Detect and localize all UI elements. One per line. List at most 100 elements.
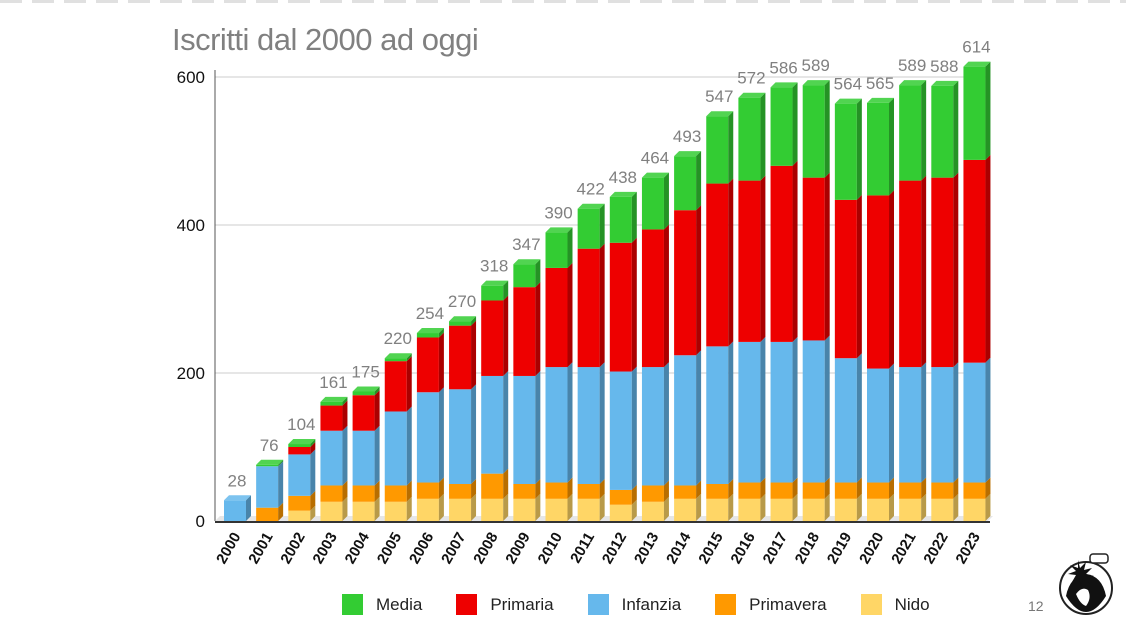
- bar-segment-primaria: [674, 210, 697, 356]
- bar-segment-side: [921, 493, 927, 521]
- bar-segment-side: [599, 479, 605, 499]
- x-tick-label: 2011: [567, 530, 598, 567]
- bar-stack-2019: [834, 98, 862, 521]
- bar-stack-2015: [706, 111, 734, 521]
- bar-segment-primavera: [352, 485, 375, 502]
- y-tick-label: 0: [196, 512, 205, 531]
- bar-top-cap: [513, 259, 541, 265]
- bar-segment-side: [471, 493, 477, 521]
- bar-segment-nido: [706, 498, 729, 521]
- bar-segment-side: [310, 449, 316, 496]
- bar-segment-media: [963, 66, 986, 160]
- bar-segment-media: [641, 177, 664, 230]
- bar-stack-2021: [899, 80, 927, 521]
- x-tick-label: 2008: [470, 530, 501, 567]
- bar-segment-side: [696, 480, 702, 499]
- bar-segment-side: [503, 468, 509, 499]
- bar-segment-side: [631, 191, 637, 243]
- bar-segment-side: [889, 363, 894, 483]
- bar-segment-side: [278, 502, 284, 521]
- legend-label: Media: [376, 594, 423, 614]
- y-tick-label: 600: [177, 68, 205, 87]
- bar-segment-nido: [416, 498, 439, 521]
- bar-segment-side: [631, 499, 637, 521]
- bar-segment-side: [760, 175, 766, 342]
- bar-segment-infanzia: [224, 500, 246, 521]
- bar-segment-primaria: [963, 159, 986, 363]
- bar-segment-infanzia: [545, 367, 568, 483]
- bar-segment-infanzia: [449, 389, 472, 484]
- bar-segment-media: [577, 208, 600, 249]
- bar-segment-side: [438, 332, 444, 393]
- bar-segment-side: [824, 335, 830, 483]
- bar-segment-side: [728, 111, 734, 184]
- legend-item-infanzia: Infanzia: [587, 594, 682, 615]
- bar-segment-side: [503, 493, 509, 521]
- x-tick-label: 2000: [213, 530, 244, 567]
- bar-segment-side: [342, 480, 348, 502]
- bar-total-label: 547: [705, 87, 733, 106]
- bar-segment-primavera: [513, 484, 536, 499]
- bar-stack-2018: [802, 80, 830, 521]
- x-tick-label: 2019: [824, 530, 855, 567]
- bar-segment-media: [320, 401, 343, 406]
- bar-total-label: 586: [769, 58, 797, 77]
- bar-segment-nido: [867, 498, 889, 521]
- bar-segment-primavera: [481, 473, 504, 499]
- x-tick-label: 2013: [631, 530, 662, 567]
- bar-segment-side: [792, 493, 798, 521]
- bar-segment-side: [856, 194, 862, 359]
- bar-segment-side: [760, 336, 766, 483]
- bar-segment-nido: [288, 510, 311, 521]
- bar-segment-primavera: [899, 482, 922, 499]
- bar-segment-side: [921, 477, 927, 499]
- bar-segment-side: [471, 320, 477, 390]
- bar-segment-nido: [738, 498, 761, 521]
- bar-segment-side: [535, 370, 541, 484]
- bar-segment-media: [416, 333, 439, 338]
- bar-total-label: 588: [930, 57, 958, 76]
- bar-segment-side: [824, 172, 830, 341]
- bar-top-cap: [481, 280, 509, 286]
- bar-segment-primavera: [416, 482, 439, 499]
- legend-swatch: [715, 594, 737, 615]
- bar-total-label: 422: [576, 180, 604, 199]
- bar-top-cap: [674, 151, 702, 157]
- legend-label: Nido: [894, 594, 930, 614]
- bar-stack-2010: [545, 227, 573, 521]
- bar-segment-side: [438, 477, 444, 499]
- legend-item-nido: Nido: [860, 594, 930, 615]
- bar-segment-side: [889, 493, 894, 521]
- bar-segment-nido: [320, 501, 343, 521]
- bar-segment-infanzia: [931, 367, 954, 483]
- bar-segment-side: [953, 493, 959, 521]
- bar-total-label: 104: [287, 415, 315, 434]
- bar-segment-side: [728, 341, 734, 484]
- bar-segment-side: [599, 493, 605, 521]
- legend-swatch: [342, 594, 363, 615]
- x-tick-label: 2018: [792, 530, 823, 567]
- bar-segment-side: [567, 477, 573, 499]
- bar-segment-primavera: [770, 482, 793, 499]
- bar-segment-nido: [545, 498, 568, 521]
- bar-segment-side: [696, 350, 702, 486]
- bar-segment-primavera: [577, 484, 600, 499]
- bar-total-label: 589: [898, 56, 926, 75]
- bar-segment-primaria: [609, 242, 632, 372]
- bar-segment-side: [696, 493, 702, 521]
- legend-label: Infanzia: [621, 594, 682, 614]
- bar-segment-primaria: [288, 447, 311, 455]
- bar-segment-side: [278, 461, 284, 508]
- bar-segment-nido: [481, 498, 504, 521]
- bar-segment-side: [599, 243, 605, 368]
- bar-segment-side: [889, 97, 894, 196]
- bar-segment-media: [288, 444, 311, 447]
- bar-total-label: 347: [512, 235, 540, 254]
- bar-segment-side: [406, 480, 412, 502]
- bar-segment-nido: [352, 501, 375, 521]
- bar-segment-primavera: [931, 482, 954, 499]
- legend-item-primavera: Primavera: [715, 594, 827, 615]
- bar-top-cap: [545, 227, 573, 233]
